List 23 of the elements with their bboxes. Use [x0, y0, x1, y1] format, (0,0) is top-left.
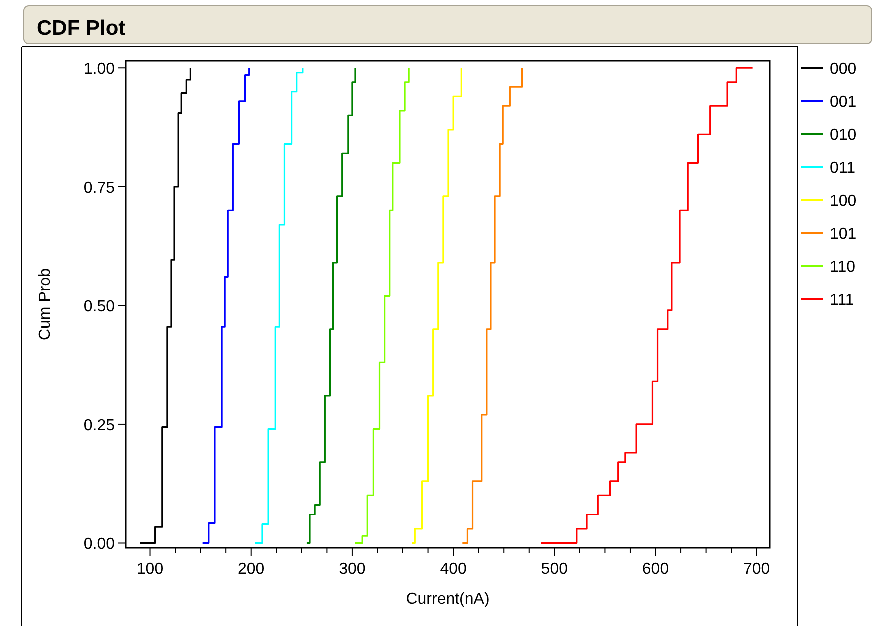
y-tick-label: 0.50	[84, 298, 116, 316]
x-axis-title: Current(nA)	[406, 591, 490, 608]
y-tick-label: 0.75	[84, 180, 116, 197]
y-tick-label: 0.00	[84, 536, 116, 554]
legend-label: 101	[830, 226, 857, 243]
x-tick-label: 300	[339, 561, 366, 578]
x-tick-label: 500	[541, 561, 568, 578]
legend-label: 110	[830, 259, 856, 276]
x-tick-label: 600	[642, 561, 670, 578]
x-tick-label: 700	[744, 561, 770, 578]
legend-label: 010	[830, 127, 857, 144]
legend-label: 001	[830, 94, 857, 111]
x-tick-label: 200	[238, 561, 265, 578]
y-axis-title: Cum Prob	[37, 268, 54, 341]
y-tick-label: 1.00	[84, 61, 116, 78]
x-tick-label: 100	[136, 561, 164, 578]
y-tick-label: 0.25	[84, 417, 116, 434]
chart-title: CDF Plot	[37, 17, 126, 40]
legend-label: 100	[830, 193, 857, 210]
legend-label: 000	[830, 61, 857, 78]
legend-label: 011	[830, 160, 856, 177]
x-tick-label: 400	[440, 561, 468, 578]
legend-label: 111	[830, 292, 854, 309]
